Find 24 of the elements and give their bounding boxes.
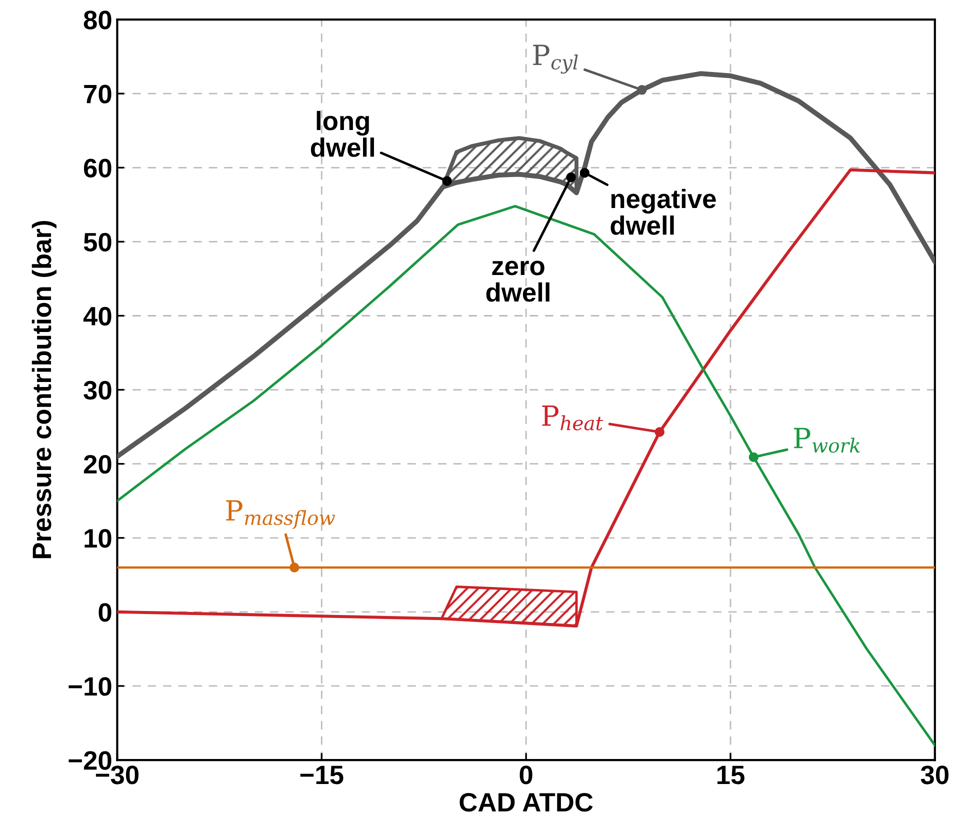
line-series (117, 168, 935, 628)
annotation: P$_{massflow}$ (226, 500, 335, 529)
y-tick-label: 50 (84, 232, 112, 252)
x-tick-label: −15 (300, 766, 344, 784)
y-tick-label: 60 (84, 158, 112, 178)
y-tick-label: 40 (83, 306, 112, 326)
annotation: zero dwell (486, 260, 550, 302)
y-tick-label: 70 (84, 84, 112, 104)
y-axis-title: Pressure contribution (bar) (32, 221, 56, 558)
x-tick-label: 30 (920, 766, 948, 784)
y-tick-label: 0 (98, 603, 112, 622)
annotation: long dwell (310, 110, 374, 157)
y-tick-label: 20 (84, 454, 112, 474)
annotation: P$_{heat}$ (542, 406, 604, 430)
x-tick-label: 0 (520, 766, 532, 784)
annotation: P$_{cyl}$ (533, 44, 578, 74)
x-tick-label: 15 (717, 766, 744, 784)
y-tick-label: −10 (68, 677, 112, 696)
y-tick-label: 10 (84, 529, 112, 548)
y-tick-label: 80 (84, 10, 112, 30)
x-axis-title: CAD ATDC (460, 792, 593, 812)
annotation: negative dwell (610, 188, 716, 235)
y-tick-label: 30 (84, 380, 112, 400)
annotation: P$_{work}$ (794, 428, 860, 453)
